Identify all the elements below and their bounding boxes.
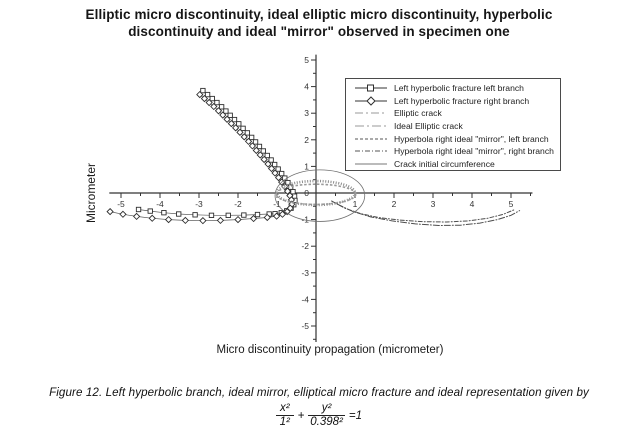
- equation-rhs: =1: [348, 409, 363, 422]
- legend-sample-line: [355, 163, 387, 165]
- x-tick-label: -2: [234, 199, 242, 209]
- x-tick-label: -3: [195, 199, 203, 209]
- y-tick-label: 3: [304, 108, 309, 118]
- legend-item: Ideal Elliptic crack: [353, 120, 560, 133]
- chart-title-line2: discontinuity and ideal "mirror" observe…: [128, 24, 510, 39]
- x-tick-label: -5: [117, 199, 125, 209]
- legend-item-label: Crack initial circumference: [394, 158, 495, 169]
- y-tick-label: 0: [304, 188, 309, 198]
- legend-item: Hyperbola right ideal "mirror", left bra…: [353, 132, 560, 145]
- legend-item: Crack initial circumference: [353, 158, 560, 171]
- legend-sample-line: [355, 150, 387, 152]
- y-tick-label: 1: [304, 161, 309, 171]
- equation-numerator-1: x²: [275, 402, 294, 416]
- y-tick-label: -2: [301, 241, 309, 251]
- x-tick-label: 3: [431, 199, 436, 209]
- legend-sample-line: [355, 138, 387, 140]
- y-tick-label: -1: [301, 215, 309, 225]
- y-axis-label: Micrometer: [84, 163, 98, 223]
- legend-item-label: Left hyperbolic fracture right branch: [394, 95, 530, 106]
- legend-item: Elliptic crack: [353, 107, 560, 120]
- x-tick-label: 4: [470, 199, 475, 209]
- y-tick-label: 5: [304, 55, 309, 65]
- legend-item: Left hyperbolic fracture left branch: [353, 82, 560, 95]
- equation-fraction-2: y² 0.398²: [308, 402, 345, 429]
- series-hatched-ellipse2: [275, 183, 357, 206]
- x-tick-label: 5: [509, 199, 514, 209]
- x-tick-label: 2: [392, 199, 397, 209]
- legend-item-label: Elliptic crack: [394, 108, 442, 119]
- y-axis-ticks: -5 -4 -3 -2 -1 0 1 2 3 4 5: [301, 55, 316, 340]
- y-tick-label: -3: [301, 268, 309, 278]
- equation-denominator-2: 0.398²: [310, 416, 343, 428]
- equation-numerator-2: y²: [308, 402, 345, 416]
- legend-sample-line: [355, 96, 387, 106]
- legend: Left hyperbolic fracture left branch Left…: [345, 78, 561, 171]
- figure-equation: x² 1² + y² 0.398² =1: [0, 402, 638, 429]
- x-axis-label: Micro discontinuity propagation (microme…: [217, 344, 444, 356]
- x-tick-label: -4: [156, 199, 164, 209]
- chart-title: Elliptic micro discontinuity, ideal elli…: [0, 6, 638, 40]
- y-tick-label: -5: [301, 321, 309, 331]
- legend-item: Left hyperbolic fracture right branch: [353, 95, 560, 108]
- legend-sample-line: [355, 84, 387, 92]
- x-tick-label: 1: [353, 199, 358, 209]
- plot-svg: Micrometer Micro discontinuity propagati…: [84, 54, 533, 356]
- legend-item-label: Hyperbola right ideal "mirror", left bra…: [394, 133, 549, 144]
- legend-item-label: Hyperbola right ideal "mirror", right br…: [394, 146, 554, 157]
- equation-operator: +: [297, 409, 305, 422]
- legend-item: Hyperbola right ideal "mirror", right br…: [353, 145, 560, 158]
- series-solid-ellipse: [274, 169, 366, 222]
- legend-item-label: Left hyperbolic fracture left branch: [394, 83, 524, 94]
- y-tick-label: -4: [301, 294, 309, 304]
- legend-sample-line: [355, 125, 387, 127]
- y-tick-label: 4: [304, 82, 309, 92]
- chart-title-line1: Elliptic micro discontinuity, ideal elli…: [85, 7, 553, 22]
- equation-denominator-1: 1²: [279, 416, 290, 428]
- series-dashdot: [331, 200, 516, 223]
- series-line-diamond: [106, 90, 296, 225]
- legend-item-label: Ideal Elliptic crack: [394, 121, 463, 132]
- legend-sample-line: [355, 112, 387, 115]
- x-axis-ticks: -5 -4 -3 -2 -1 1 2 3 4 5: [117, 193, 531, 209]
- series-dashdot2: [336, 203, 521, 227]
- figure-caption: Figure 12. Left hyperbolic branch, ideal…: [49, 386, 589, 399]
- y-tick-label: 2: [304, 135, 309, 145]
- equation-fraction-1: x² 1²: [275, 402, 294, 429]
